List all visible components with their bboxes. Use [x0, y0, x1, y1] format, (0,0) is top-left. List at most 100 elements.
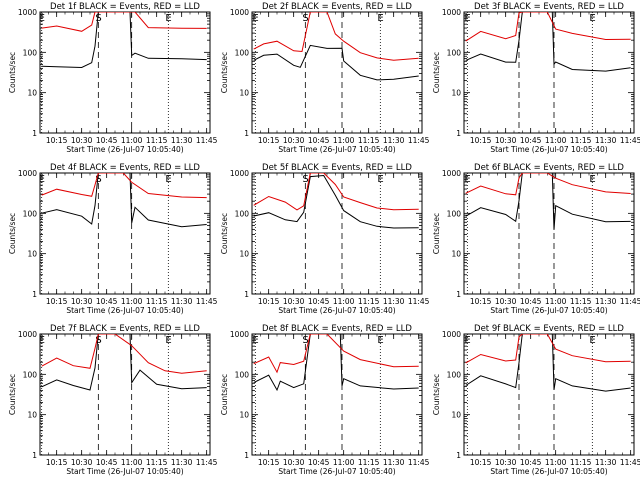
y-axis-label: Counts/sec: [8, 52, 17, 93]
marker-label: E: [165, 335, 171, 346]
marker-label: S: [95, 335, 101, 346]
x-tick-label: 11:00: [121, 458, 143, 467]
y-tick-label: 1000: [230, 8, 249, 17]
panel-title: Det 8f BLACK = Events, RED = LLD: [262, 324, 412, 334]
y-tick-label: 10: [451, 89, 461, 98]
panel-title: Det 5f BLACK = Events, RED = LLD: [262, 163, 412, 173]
plot-frame: [463, 11, 635, 134]
x-tick-label: 11:30: [383, 458, 405, 467]
panel-9: Det 9f BLACK = Events, RED = LLD 1 10 100 10…: [432, 324, 640, 476]
y-axis-label: Counts/sec: [432, 374, 441, 415]
x-axis-label: Start Time (26-Jul-07 10:05:40): [278, 145, 395, 154]
y-axis-label: Counts/sec: [432, 52, 441, 93]
x-tick-label: 10:30: [283, 458, 305, 467]
marker-label: E: [165, 174, 171, 185]
x-tick-label: 10:45: [308, 136, 330, 145]
x-tick-label: 10:30: [71, 136, 93, 145]
marker-label: E: [464, 174, 470, 185]
x-tick-label: 10:30: [495, 136, 517, 145]
x-tick-label: 11:00: [333, 297, 355, 306]
lld-series-line: [253, 173, 419, 211]
events-series-line: [253, 174, 419, 229]
x-axis-label: Start Time (26-Jul-07 10:05:40): [66, 145, 183, 154]
series-group: [253, 12, 419, 81]
x-tick-label: 11:15: [146, 136, 168, 145]
lld-series-line: [41, 334, 207, 374]
x-tick-label: 10:15: [258, 136, 280, 145]
x-tick-label: 10:45: [308, 297, 330, 306]
y-tick-label: 10: [27, 411, 37, 420]
x-tick-label: 11:30: [595, 297, 617, 306]
y-tick-label: 100: [235, 48, 250, 57]
x-tick-label: 10:45: [520, 136, 542, 145]
plot-frame: [39, 11, 211, 134]
marker-label: S: [302, 13, 308, 24]
x-tick-label: 10:45: [96, 136, 118, 145]
y-tick-label: 100: [447, 370, 462, 379]
y-axis-label: Counts/sec: [8, 213, 17, 254]
panel-6: Det 6f BLACK = Events, RED = LLD 1 10 100 10…: [432, 163, 640, 315]
panel-7: Det 7f BLACK = Events, RED = LLD 1 10 100 10…: [8, 324, 218, 476]
x-axis-label: Start Time (26-Jul-07 10:05:40): [278, 306, 395, 315]
x-tick-label: 11:45: [408, 458, 430, 467]
x-axis-label: Start Time (26-Jul-07 10:05:40): [278, 467, 395, 476]
y-tick-label: 10: [239, 89, 249, 98]
events-series-line: [41, 12, 207, 69]
events-series-line: [253, 44, 419, 81]
x-tick-label: 11:30: [383, 136, 405, 145]
x-tick-label: 11:30: [171, 297, 193, 306]
y-tick-label: 10: [27, 250, 37, 259]
y-tick-label: 1: [32, 290, 37, 299]
x-tick-label: 11:45: [620, 458, 640, 467]
marker-label: E: [464, 13, 470, 24]
y-tick-label: 1: [244, 129, 249, 138]
y-tick-label: 100: [235, 370, 250, 379]
y-axis-label: Counts/sec: [220, 213, 229, 254]
panel-8: Det 8f BLACK = Events, RED = LLD 1 10 100 10…: [220, 324, 430, 476]
y-tick-label: 100: [23, 48, 38, 57]
marker-label: E: [377, 13, 383, 24]
x-tick-label: 10:45: [96, 458, 118, 467]
plot-frame: [39, 333, 211, 456]
marker-label: S: [95, 174, 101, 185]
lld-series-line: [253, 12, 419, 61]
lld-series-line: [41, 173, 207, 199]
x-axis-label: Start Time (26-Jul-07 10:05:40): [66, 306, 183, 315]
x-tick-label: 11:15: [146, 458, 168, 467]
x-tick-label: 11:00: [121, 136, 143, 145]
y-tick-label: 10: [27, 89, 37, 98]
panel-title: Det 9f BLACK = Events, RED = LLD: [474, 324, 624, 334]
marker-label: E: [589, 174, 595, 185]
series-group: [41, 334, 207, 391]
y-tick-label: 1000: [18, 8, 37, 17]
x-tick-label: 11:00: [333, 136, 355, 145]
x-tick-label: 10:45: [308, 458, 330, 467]
x-tick-label: 11:00: [545, 136, 567, 145]
series-group: [41, 173, 207, 228]
x-tick-label: 11:45: [408, 136, 430, 145]
marker-label: S: [95, 13, 101, 24]
events-series-line: [465, 12, 631, 72]
lld-series-line: [465, 173, 631, 196]
x-tick-label: 11:15: [570, 136, 592, 145]
plot-frame: [251, 333, 423, 456]
marker-label: E: [165, 13, 171, 24]
y-axis-label: Counts/sec: [8, 374, 17, 415]
lld-series-line: [465, 334, 631, 364]
x-tick-label: 11:15: [570, 297, 592, 306]
x-tick-label: 11:00: [545, 458, 567, 467]
panel-title: Det 2f BLACK = Events, RED = LLD: [262, 2, 412, 12]
y-axis-label: Counts/sec: [220, 374, 229, 415]
panel-title: Det 1f BLACK = Events, RED = LLD: [50, 2, 200, 12]
x-tick-label: 10:15: [470, 136, 492, 145]
lld-series-line: [253, 334, 419, 374]
y-tick-label: 1: [32, 451, 37, 460]
plot-frame: [251, 172, 423, 295]
x-tick-label: 11:45: [620, 297, 640, 306]
y-tick-label: 1: [456, 451, 461, 460]
plot-frame: [463, 172, 635, 295]
x-tick-label: 11:15: [146, 297, 168, 306]
marker-label: S: [302, 335, 308, 346]
marker-label: E: [39, 335, 45, 346]
y-tick-label: 10: [451, 411, 461, 420]
